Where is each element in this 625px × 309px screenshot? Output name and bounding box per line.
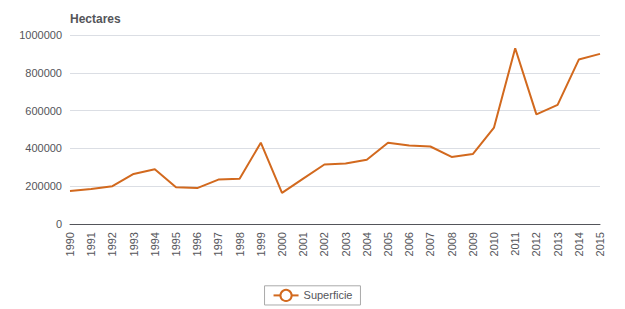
svg-text:1998: 1998 (234, 232, 246, 256)
svg-text:2001: 2001 (297, 232, 309, 256)
svg-text:1991: 1991 (85, 232, 97, 256)
svg-text:2004: 2004 (361, 232, 373, 256)
svg-text:2015: 2015 (594, 232, 606, 256)
svg-text:2014: 2014 (573, 232, 585, 256)
svg-text:1000000: 1000000 (19, 29, 62, 41)
svg-text:600000: 600000 (25, 105, 62, 117)
svg-text:1992: 1992 (106, 232, 118, 256)
svg-text:1999: 1999 (255, 232, 267, 256)
svg-text:2011: 2011 (509, 232, 521, 256)
svg-text:2006: 2006 (403, 232, 415, 256)
svg-text:Superficie: Superficie (304, 289, 353, 301)
svg-text:200000: 200000 (25, 180, 62, 192)
svg-text:2002: 2002 (318, 232, 330, 256)
svg-text:Hectares: Hectares (70, 12, 121, 26)
svg-text:0: 0 (56, 218, 62, 230)
svg-text:2003: 2003 (340, 232, 352, 256)
svg-text:800000: 800000 (25, 67, 62, 79)
svg-text:1996: 1996 (191, 232, 203, 256)
svg-text:2012: 2012 (530, 232, 542, 256)
svg-text:1993: 1993 (128, 232, 140, 256)
svg-text:2005: 2005 (382, 232, 394, 256)
svg-text:1994: 1994 (149, 232, 161, 256)
svg-text:2013: 2013 (552, 232, 564, 256)
svg-text:2010: 2010 (488, 232, 500, 256)
svg-text:2008: 2008 (446, 232, 458, 256)
svg-text:1990: 1990 (64, 232, 76, 256)
svg-text:2009: 2009 (467, 232, 479, 256)
svg-text:2007: 2007 (424, 232, 436, 256)
svg-text:1995: 1995 (170, 232, 182, 256)
svg-text:1997: 1997 (212, 232, 224, 256)
svg-text:400000: 400000 (25, 142, 62, 154)
svg-text:2000: 2000 (276, 232, 288, 256)
